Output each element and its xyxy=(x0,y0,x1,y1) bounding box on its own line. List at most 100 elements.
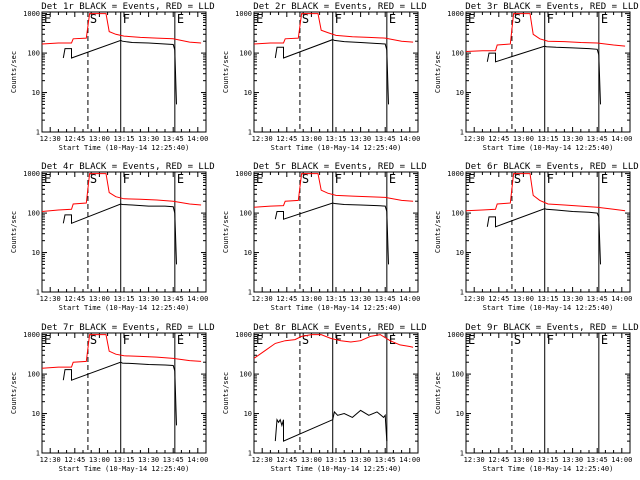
y-tick-label: 1000 xyxy=(447,170,464,178)
panel-det-6: Det 6r BLACK = Events, RED = LLD 1 10 100 10… xyxy=(434,162,639,312)
x-tick-label: 12:45 xyxy=(64,295,85,303)
x-tick-label: 14:00 xyxy=(611,295,632,303)
y-tick-label: 100 xyxy=(27,371,40,379)
y-tick-label: 10 xyxy=(456,410,464,418)
y-tick-label: 10 xyxy=(244,249,252,257)
x-axis-label: Start Time (10-May-14 12:25:40) xyxy=(271,144,402,152)
y-tick-label: 1 xyxy=(248,450,252,458)
events-series-line xyxy=(486,208,601,265)
lld-series-line xyxy=(41,173,202,212)
x-tick-label: 14:00 xyxy=(187,456,208,464)
marker-label-e: E xyxy=(468,172,475,186)
x-tick-label: 12:30 xyxy=(252,135,273,143)
x-tick-label: 14:00 xyxy=(399,295,420,303)
x-axis-label: Start Time (10-May-14 12:25:40) xyxy=(271,465,402,473)
plot-frame xyxy=(253,171,419,293)
events-series-line xyxy=(274,409,388,442)
panel-det-5: Det 5r BLACK = Events, RED = LLD 1 10 100 10… xyxy=(222,162,427,312)
y-tick-label: 10 xyxy=(32,89,40,97)
y-tick-label: 1000 xyxy=(235,10,252,18)
x-tick-label: 13:00 xyxy=(89,295,110,303)
y-tick-label: 1 xyxy=(36,129,40,137)
x-axis-label: Start Time (10-May-14 12:25:40) xyxy=(483,144,614,152)
y-tick-label: 1000 xyxy=(23,170,40,178)
lld-series-line xyxy=(465,13,626,52)
marker-label-s: S xyxy=(514,333,521,347)
x-tick-label: 12:45 xyxy=(64,135,85,143)
marker-label-e: E xyxy=(468,333,475,347)
x-tick-label: 13:30 xyxy=(138,295,159,303)
panel-det-4: Det 4r BLACK = Events, RED = LLD 1 10 100 10… xyxy=(10,162,215,312)
y-tick-label: 1000 xyxy=(235,331,252,339)
lld-series-line xyxy=(41,334,202,369)
x-tick-label: 13:45 xyxy=(587,456,608,464)
x-tick-label: 12:30 xyxy=(252,295,273,303)
marker-label-s: S xyxy=(514,12,521,26)
y-axis-label: Counts/sec xyxy=(222,372,230,414)
x-tick-label: 13:45 xyxy=(163,295,184,303)
y-axis-label: Counts/sec xyxy=(222,51,230,93)
x-tick-label: 13:30 xyxy=(138,135,159,143)
x-tick-label: 13:45 xyxy=(375,295,396,303)
x-tick-label: 12:45 xyxy=(488,295,509,303)
y-tick-label: 100 xyxy=(239,371,252,379)
x-axis-label: Start Time (10-May-14 12:25:40) xyxy=(59,304,190,312)
plot-frame xyxy=(253,11,419,133)
x-tick-label: 14:00 xyxy=(611,456,632,464)
y-tick-label: 100 xyxy=(451,50,464,58)
y-tick-label: 1 xyxy=(36,289,40,297)
y-tick-label: 1 xyxy=(248,129,252,137)
panel-det-1: Det 1r BLACK = Events, RED = LLD 1 10 100 10… xyxy=(10,2,215,152)
marker-label-e: E xyxy=(389,172,396,186)
marker-label-e: E xyxy=(256,12,263,26)
marker-label-e: E xyxy=(177,333,184,347)
x-axis-label: Start Time (10-May-14 12:25:40) xyxy=(483,304,614,312)
plot-frame xyxy=(41,11,207,133)
x-tick-label: 12:30 xyxy=(40,456,61,464)
marker-label-e: E xyxy=(601,172,608,186)
marker-label-e: E xyxy=(44,12,51,26)
x-tick-label: 13:00 xyxy=(513,456,534,464)
marker-label-s: S xyxy=(514,172,521,186)
marker-label-e: E xyxy=(44,172,51,186)
x-tick-label: 14:00 xyxy=(611,135,632,143)
y-tick-label: 100 xyxy=(239,210,252,218)
y-tick-label: 100 xyxy=(27,210,40,218)
x-tick-label: 13:00 xyxy=(89,135,110,143)
marker-label-f: F xyxy=(123,172,130,186)
lld-series-line xyxy=(465,173,626,212)
x-axis-label: Start Time (10-May-14 12:25:40) xyxy=(271,304,402,312)
y-tick-label: 1 xyxy=(36,450,40,458)
y-tick-label: 10 xyxy=(32,410,40,418)
y-tick-label: 1 xyxy=(460,289,464,297)
y-tick-label: 10 xyxy=(244,410,252,418)
panel-det-9: Det 9r BLACK = Events, RED = LLD 1 10 100 10… xyxy=(434,323,639,473)
x-tick-label: 12:30 xyxy=(40,135,61,143)
marker-label-e: E xyxy=(601,333,608,347)
marker-label-e: E xyxy=(256,172,263,186)
x-tick-label: 14:00 xyxy=(399,456,420,464)
x-tick-label: 13:00 xyxy=(89,456,110,464)
x-tick-label: 12:45 xyxy=(64,456,85,464)
x-tick-label: 12:45 xyxy=(276,456,297,464)
y-axis-label: Counts/sec xyxy=(10,51,18,93)
marker-label-e: E xyxy=(256,333,263,347)
y-tick-label: 10 xyxy=(32,249,40,257)
x-tick-label: 12:45 xyxy=(276,295,297,303)
x-axis-label: Start Time (10-May-14 12:25:40) xyxy=(59,465,190,473)
y-axis-label: Counts/sec xyxy=(434,211,442,253)
panel-title: Det 7r BLACK = Events, RED = LLD xyxy=(41,323,214,333)
x-tick-label: 13:15 xyxy=(537,135,558,143)
lld-series-line xyxy=(41,13,202,45)
x-tick-label: 12:30 xyxy=(40,295,61,303)
events-series-line xyxy=(62,39,177,105)
x-tick-label: 12:45 xyxy=(276,135,297,143)
x-tick-label: 13:00 xyxy=(301,456,322,464)
x-tick-label: 14:00 xyxy=(399,135,420,143)
x-tick-label: 14:00 xyxy=(187,135,208,143)
panel-title: Det 3r BLACK = Events, RED = LLD xyxy=(465,2,638,12)
x-tick-label: 13:30 xyxy=(562,295,583,303)
x-tick-label: 12:30 xyxy=(464,135,485,143)
panel-title: Det 6r BLACK = Events, RED = LLD xyxy=(465,162,638,172)
y-tick-label: 1 xyxy=(460,129,464,137)
